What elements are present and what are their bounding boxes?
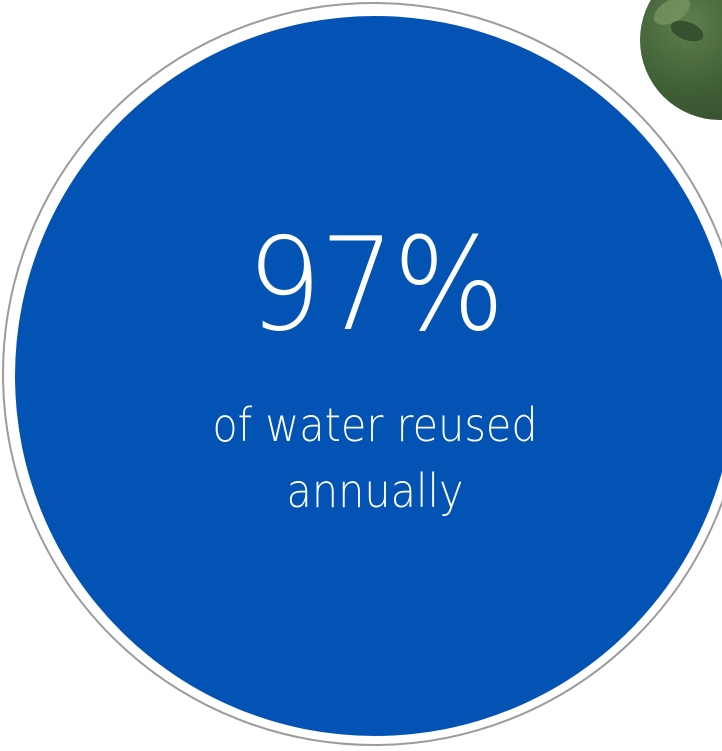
stat-caption-line-2: annually [286,464,464,518]
stat-caption-line-1: of water reused [212,398,538,452]
leaf-shape [667,16,707,46]
stat-caption: of water reused annually [38,392,713,524]
stat-circle [15,16,722,736]
stat-value: 97% [246,211,505,360]
foliage-photo-icon [640,0,722,120]
